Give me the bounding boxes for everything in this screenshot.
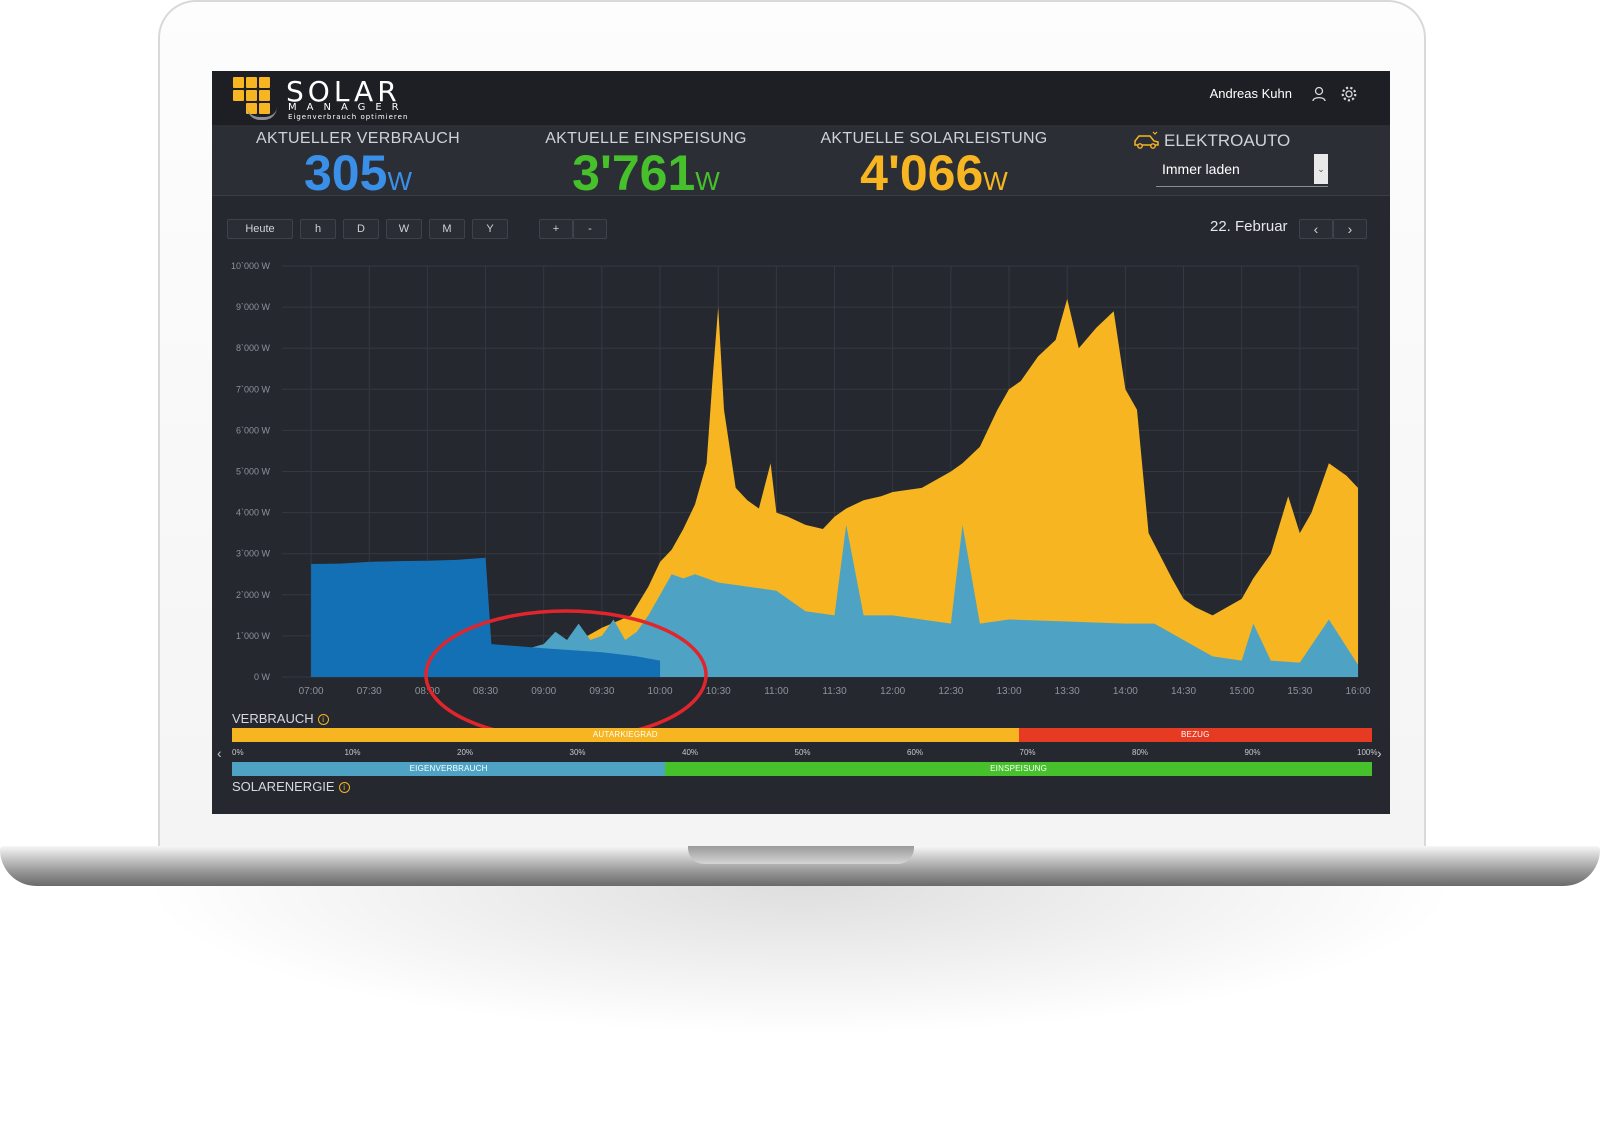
x-tick-label: 08:00 (415, 686, 440, 697)
info-icon: i (338, 782, 350, 793)
metric-consumption: AKTUELLER VERBRAUCH 305W (228, 125, 488, 206)
x-tick-label: 11:30 (822, 686, 847, 697)
logo-tagline: Eigenverbrauch optimieren (288, 113, 409, 121)
x-tick-label: 07:00 (299, 686, 324, 697)
ev-label: ELEKTROAUTO (1164, 131, 1291, 150)
solar-panel-icon (233, 77, 277, 120)
y-tick-label: 9`000 W (236, 302, 271, 312)
metric-value: 4'066W (860, 145, 1008, 201)
bar-segment: EIGENVERBRAUCH (232, 762, 666, 776)
x-tick-label: 14:00 (1113, 686, 1138, 697)
user-icon[interactable] (1310, 85, 1328, 103)
metric-feed-in: AKTUELLE EINSPEISUNG 3'761W (516, 125, 776, 206)
metric-value: 305W (304, 145, 412, 201)
series-area-0 (543, 298, 1358, 677)
y-tick-label: 3`000 W (236, 549, 271, 559)
bar-segment: EINSPEISUNG (665, 762, 1372, 776)
metric-label: AKTUELLE SOLARLEISTUNG (820, 130, 1048, 147)
chevron-left-icon[interactable]: ‹ (217, 745, 222, 761)
x-tick-label: 16:00 (1345, 686, 1370, 697)
power-chart[interactable]: 10`000 W 9`000 W 8`000 W 7`000 W 6`000 W 5`00… (212, 251, 1390, 781)
series-area-1 (311, 524, 1359, 677)
scale-tick: 20% (457, 748, 474, 757)
x-tick-label: 13:30 (1055, 686, 1080, 697)
top-bar: SOLAR MANAGER Eigenverbrauch optimieren … (212, 71, 1390, 125)
date-label: 22. Februar (1210, 218, 1288, 235)
scale-tick: 60% (907, 748, 924, 757)
app-screen: SOLAR MANAGER Eigenverbrauch optimieren … (212, 71, 1390, 814)
metric-label: AKTUELLE EINSPEISUNG (545, 130, 747, 147)
y-tick-label: 8`000 W (236, 343, 271, 353)
x-tick-label: 15:30 (1287, 686, 1312, 697)
verbrauch-label: VERBRAUCH i (232, 711, 329, 726)
info-icon: i (317, 714, 329, 725)
x-tick-label: 09:30 (589, 686, 614, 697)
range-button-day[interactable]: D (343, 219, 379, 239)
y-tick-label: 2`000 W (236, 590, 271, 600)
x-tick-label: 15:00 (1229, 686, 1254, 697)
x-tick-label: 13:00 (997, 686, 1022, 697)
logo-subtitle: MANAGER (288, 102, 409, 113)
solarenergie-label: SOLARENERGIE i (232, 779, 350, 794)
y-tick-label: 7`000 W (236, 384, 271, 394)
scale-tick: 90% (1244, 748, 1261, 757)
scale-tick: 50% (794, 748, 811, 757)
prev-date-button[interactable]: ‹ (1299, 219, 1333, 239)
scale-tick: 40% (682, 748, 699, 757)
logo-title: SOLAR (286, 75, 401, 108)
y-tick-label: 5`000 W (236, 467, 271, 477)
verbrauch-bar: AUTARKIEGRAD BEZUG (232, 728, 1372, 742)
y-tick-label: 4`000 W (236, 508, 271, 518)
ev-mode-select[interactable]: Immer laden ⌄ (1156, 152, 1328, 187)
x-tick-label: 08:30 (473, 686, 498, 697)
scale-tick: 70% (1019, 748, 1036, 757)
scale-tick: 10% (344, 748, 361, 757)
x-tick-label: 11:00 (764, 686, 789, 697)
next-date-button[interactable]: › (1333, 219, 1367, 239)
x-tick-label: 10:00 (648, 686, 673, 697)
zoom-out-button[interactable]: - (573, 219, 607, 239)
y-tick-label: 6`000 W (236, 425, 271, 435)
metric-value: 3'761W (572, 145, 720, 201)
x-tick-label: 10:30 (706, 686, 731, 697)
range-button-today[interactable]: Heute (227, 219, 293, 239)
range-button-hour[interactable]: h (300, 219, 336, 239)
laptop-shadow (140, 886, 1460, 1036)
zoom-in-button[interactable]: + (539, 219, 573, 239)
range-button-month[interactable]: M (429, 219, 465, 239)
x-tick-label: 14:30 (1171, 686, 1196, 697)
metric-solar-power: AKTUELLE SOLARLEISTUNG 4'066W (804, 125, 1064, 206)
metrics-panel: AKTUELLER VERBRAUCH 305W AKTUELLE EINSPE… (212, 125, 1390, 198)
laptop-notch (688, 846, 914, 864)
solar-bar: EIGENVERBRAUCH EINSPEISUNG (232, 762, 1372, 776)
x-tick-label: 09:00 (531, 686, 556, 697)
range-button-week[interactable]: W (386, 219, 422, 239)
x-tick-label: 12:30 (938, 686, 963, 697)
scale-tick: 100% (1357, 748, 1378, 757)
y-tick-label: 1`000 W (236, 631, 271, 641)
ev-mode-value: Immer laden (1162, 161, 1240, 177)
bar-segment: BEZUG (1018, 728, 1372, 742)
car-icon (1134, 131, 1159, 149)
x-tick-label: 07:30 (357, 686, 382, 697)
y-tick-label: 0 W (254, 672, 271, 682)
scale-tick: 0% (232, 748, 244, 757)
scale-tick: 80% (1132, 748, 1149, 757)
scale-tick: 30% (569, 748, 586, 757)
series-area-2 (311, 557, 661, 677)
x-tick-label: 12:00 (880, 686, 905, 697)
range-button-year[interactable]: Y (472, 219, 508, 239)
gear-icon[interactable] (1340, 85, 1358, 103)
bar-segment: AUTARKIEGRAD (232, 728, 1019, 742)
user-name[interactable]: Andreas Kuhn (1209, 86, 1292, 101)
chevron-right-icon[interactable]: › (1377, 745, 1382, 761)
chevron-down-icon[interactable]: ⌄ (1314, 154, 1328, 184)
metric-label: AKTUELLER VERBRAUCH (256, 130, 460, 147)
y-tick-label: 10`000 W (231, 261, 271, 271)
